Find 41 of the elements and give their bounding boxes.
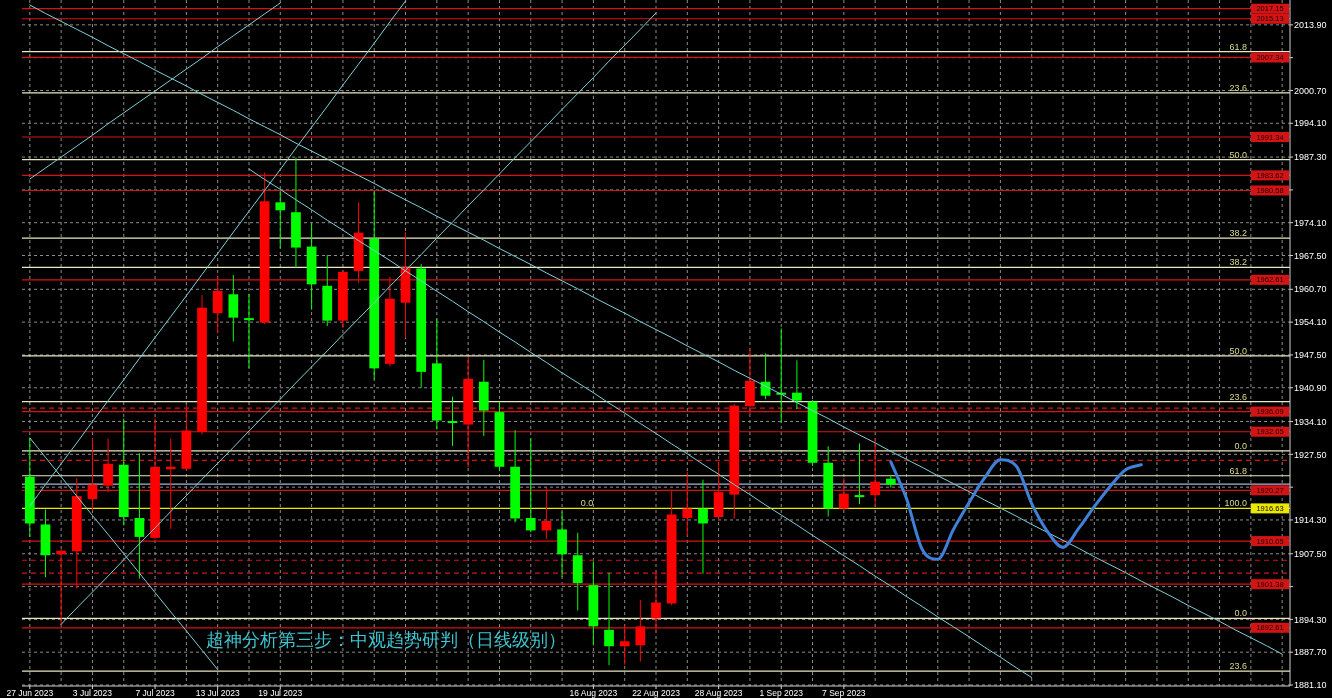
y-tick-label: 1927.50 xyxy=(1294,449,1327,460)
y-tick-label: 1914.30 xyxy=(1294,515,1327,526)
annotation: 38.2 xyxy=(1229,257,1247,268)
x-tick-label: 1 Sep 2023 xyxy=(759,688,803,698)
annotation: 100.0 xyxy=(1224,498,1247,509)
x-tick-label: 13 Jul 2023 xyxy=(195,688,240,698)
y-tick-label: 2013.90 xyxy=(1294,20,1327,30)
y-tick-label: 1960.70 xyxy=(1294,284,1327,295)
y-tick-label: 1940.90 xyxy=(1294,382,1327,393)
x-tick-label: 28 Aug 2023 xyxy=(694,688,743,698)
y-tick-label: 1987.30 xyxy=(1294,152,1327,163)
annotation: 38.2 xyxy=(1229,228,1247,239)
y-tick-label: 1974.10 xyxy=(1294,217,1327,228)
annotation: 50.0 xyxy=(1229,149,1247,160)
x-tick-label: 16 Aug 2023 xyxy=(569,688,618,698)
y-tick-label: 1881.10 xyxy=(1294,680,1327,691)
x-tick-label: 27 Jun 2023 xyxy=(6,688,54,698)
y-tick-label: 1934.10 xyxy=(1294,416,1327,427)
annotation: 0.0 xyxy=(1234,440,1247,451)
annotation: 23.6 xyxy=(1229,391,1247,402)
y-tick-label: 1887.70 xyxy=(1294,647,1327,658)
title: 超神分析第三步：中观趋势研判（日线级别） xyxy=(206,630,566,650)
annotation: 50.0 xyxy=(1229,345,1247,356)
x-tick-label: 19 Jul 2023 xyxy=(258,688,303,698)
x-tick-label: 22 Aug 2023 xyxy=(632,688,680,698)
y-tick-label: 1967.50 xyxy=(1294,250,1327,261)
annotation: 0.0 xyxy=(1234,608,1247,619)
annotation: 23.6 xyxy=(1229,82,1247,93)
x-tick-label: 3 Jul 2023 xyxy=(72,688,113,698)
y-tick-label: 1894.30 xyxy=(1294,614,1327,625)
y-tick-label: 2000.70 xyxy=(1294,85,1327,96)
x-tick-label: 7 Jul 2023 xyxy=(135,688,175,698)
annotation: 61.8 xyxy=(1229,41,1247,52)
annotation: 23.6 xyxy=(1229,661,1247,672)
y-tick-label: 1947.50 xyxy=(1294,350,1327,361)
y-tick-label: 1954.10 xyxy=(1294,317,1327,328)
x-tick-label: 7 Sep 2023 xyxy=(822,688,866,698)
annotation: 61.8 xyxy=(1229,465,1247,476)
annotation: 0.0 xyxy=(580,498,594,509)
y-tick-label: 1994.10 xyxy=(1294,118,1327,129)
y-tick-label: 1907.50 xyxy=(1294,548,1327,559)
